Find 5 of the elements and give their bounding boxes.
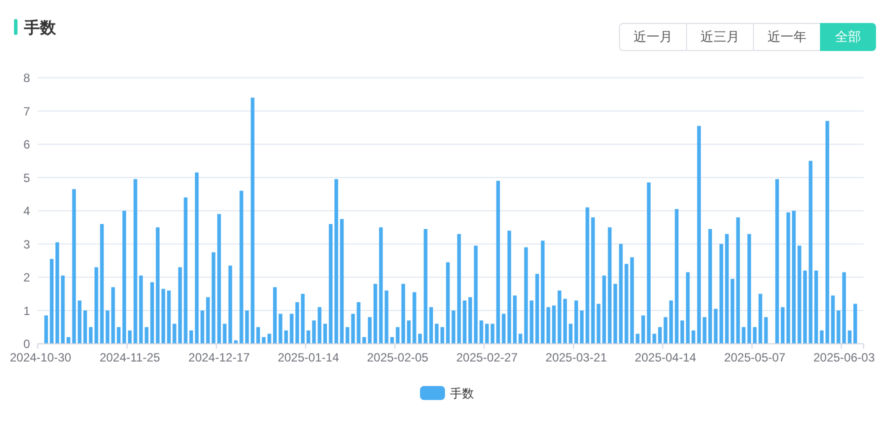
button: 全部 bbox=[820, 23, 876, 51]
title: 手数 bbox=[24, 20, 56, 37]
button: 近一年 bbox=[753, 23, 821, 51]
button: 近三月 bbox=[686, 23, 754, 51]
button: 近一月 bbox=[619, 23, 687, 51]
